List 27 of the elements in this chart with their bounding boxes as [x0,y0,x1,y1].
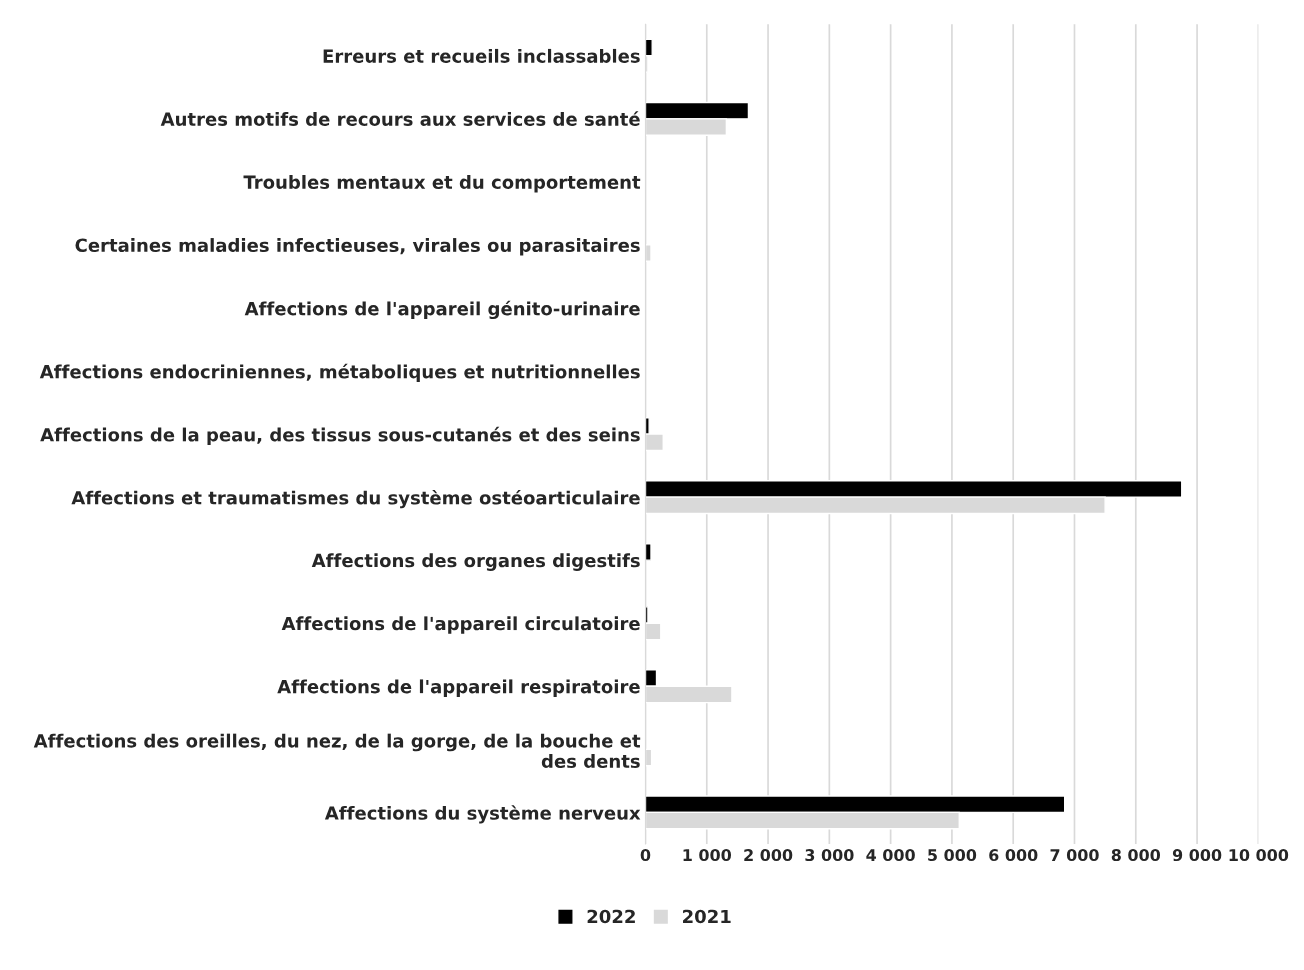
x-tick-label: 8 000 [1111,849,1161,862]
y-tick-label: Affections de l'appareil génito-urinaire [244,300,640,320]
y-tick-label: Affections de la peau, des tissus sous-cutanés et des seins [40,426,640,446]
y-tick-label: Affections et traumatismes du système ostéoarticulaire [71,489,640,509]
y-tick-label: Affections du système nerveux [324,805,641,824]
x-tick-label: 1 000 [683,849,732,862]
x-tick-label: 9 000 [1172,849,1222,862]
y-tick-label: Certaines maladies infectieuses, virales ou parasitaires [75,238,640,256]
x-tick-label: 5 000 [928,849,977,862]
x-tick-label: 6 000 [989,849,1038,862]
y-tick-label: Erreurs et recueils inclassables [323,48,640,63]
x-tick-label: 0 [640,849,651,862]
x-tick-label: 3 000 [805,849,854,862]
bar [645,543,652,561]
x-tick-label: 2 000 [744,849,793,862]
y-tick-label: Troubles mentaux et du comportement [243,175,641,193]
x-tick-label: 7 000 [1050,849,1099,862]
y-tick-label: Affections des organes digestifs [311,553,640,571]
legend-label: 2021 [683,909,731,924]
y-tick-label: Autres motifs de recours aux services de santé [160,111,640,126]
y-tick-label: Affections de l'appareil circulatoire [281,616,640,634]
y-tick-label: Affections des oreilles, du nez, de la gorge, de la bouche et des dents [33,733,641,768]
x-tick-label: 10 000 [1229,849,1289,862]
legend-label: 2022 [587,909,635,924]
y-tick-label: Affections de l'appareil respiratoire [277,679,640,697]
y-tick-label: Affections endocriniennes, métaboliques et nutritionnelles [39,363,640,382]
x-tick-label: 4 000 [866,849,915,862]
